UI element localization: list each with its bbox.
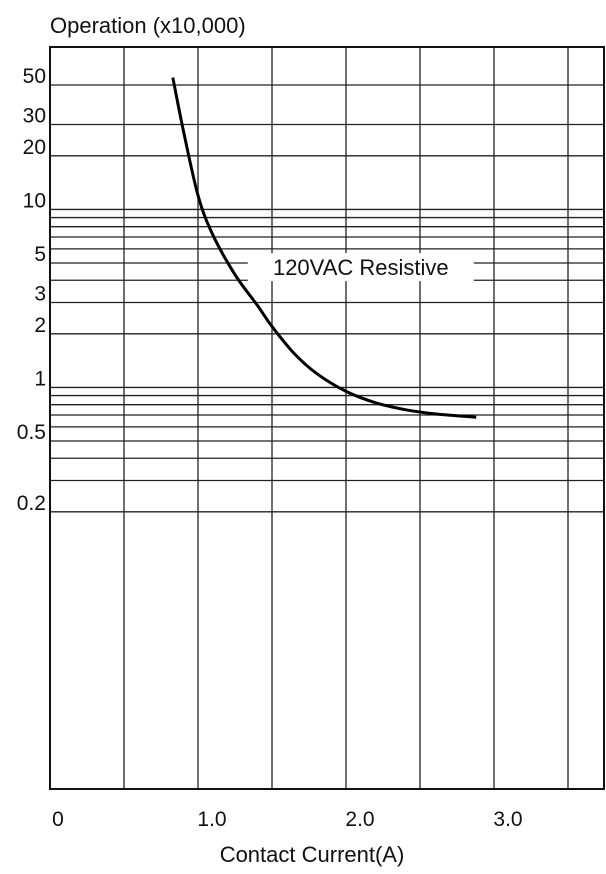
y-tick-label-0: 50 xyxy=(23,65,46,88)
x-gridlines xyxy=(123,47,569,789)
y-tick-label-3: 10 xyxy=(23,189,46,212)
y-tick-label-5: 3 xyxy=(34,282,46,305)
series-annotation-0: 120VAC Resistive xyxy=(273,255,449,280)
y-tick-labels: 50 30 20 10 5 3 2 1 0.5 0.2 xyxy=(17,65,46,515)
series-line-0 xyxy=(171,77,477,419)
y-tick-label-4: 5 xyxy=(34,243,46,266)
y-tick-label-7: 1 xyxy=(34,367,46,390)
y-tick-label-2: 20 xyxy=(23,136,46,159)
y-axis-title: Operation (x10,000) xyxy=(50,13,246,38)
x-axis-title: Contact Current(A) xyxy=(220,842,405,867)
x-tick-label-2: 2.0 xyxy=(345,808,374,831)
x-tick-label-3: 3.0 xyxy=(493,808,522,831)
y-tick-label-8: 0.5 xyxy=(17,421,46,444)
y-tick-label-6: 2 xyxy=(34,314,46,337)
annotation-layer: 120VAC Resistive xyxy=(247,253,474,282)
y-tick-label-9: 0.2 xyxy=(17,492,46,515)
x-tick-labels: 0 1.0 2.0 3.0 xyxy=(52,808,522,831)
y-tick-label-1: 30 xyxy=(23,104,46,127)
y-gridlines xyxy=(50,84,604,513)
annotation-backing-0 xyxy=(247,253,474,282)
series-layer xyxy=(171,77,477,419)
plot-frame xyxy=(49,46,605,790)
x-tick-label-1: 1.0 xyxy=(197,808,226,831)
x-tick-label-0: 0 xyxy=(52,808,64,831)
